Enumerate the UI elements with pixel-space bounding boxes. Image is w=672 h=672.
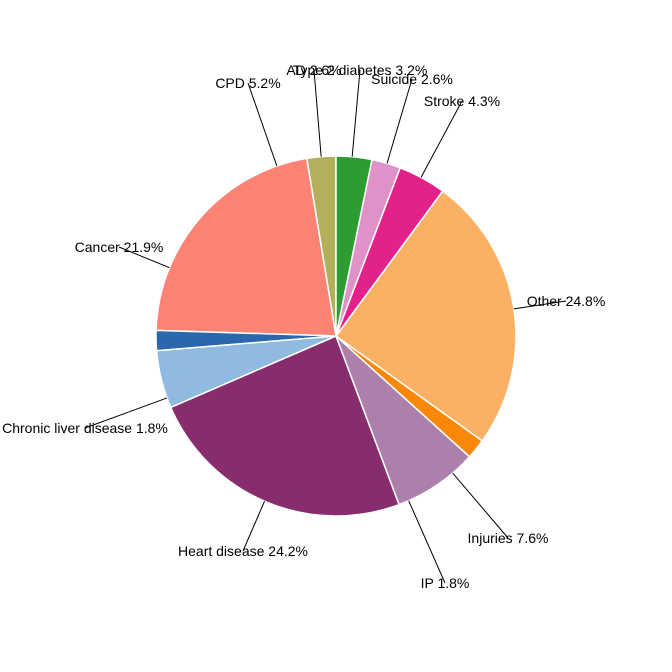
leader-line-other <box>513 300 567 310</box>
slice-label-ad: AD 2.6% <box>286 62 341 78</box>
slice-cancer <box>155 157 337 337</box>
leader-line-cancer <box>118 246 170 269</box>
leader-line-chronic-liver-disease <box>84 397 168 429</box>
pie-slices <box>155 155 517 517</box>
slice-label-other: Other 24.8% <box>527 293 606 309</box>
slice-type-2-diabetes <box>335 155 373 337</box>
leader-line-type-2-diabetes <box>351 69 361 157</box>
leader-line-heart-disease <box>242 501 265 552</box>
leader-line-ip <box>408 500 446 584</box>
slice-label-stroke: Stroke 4.3% <box>424 93 500 109</box>
slice-label-type-2-diabetes: Type 2 diabetes 3.2% <box>293 62 428 78</box>
leader-lines <box>84 69 567 584</box>
slice-label-ip: IP 1.8% <box>421 575 470 591</box>
slice-labels: AD 2.6% Cancer 21.9% Chronic liver disease… <box>2 62 605 591</box>
leader-line-cpd <box>247 82 278 167</box>
slice-label-suicide: Suicide 2.6% <box>371 71 453 87</box>
leader-line-ad <box>313 69 322 157</box>
leader-line-suicide <box>386 78 413 164</box>
slice-label-cpd: CPD 5.2% <box>215 75 280 91</box>
leader-line-stroke <box>420 100 463 178</box>
slice-other <box>335 190 517 442</box>
slice-heart-disease <box>170 335 400 517</box>
slice-label-injuries: Injuries 7.6% <box>468 530 549 546</box>
slice-label-cancer: Cancer 21.9% <box>75 239 164 255</box>
slice-label-chronic-liver-disease: Chronic liver disease 1.8% <box>2 420 168 436</box>
slice-label-heart-disease: Heart disease 24.2% <box>178 543 308 559</box>
leader-line-injuries <box>452 472 509 539</box>
